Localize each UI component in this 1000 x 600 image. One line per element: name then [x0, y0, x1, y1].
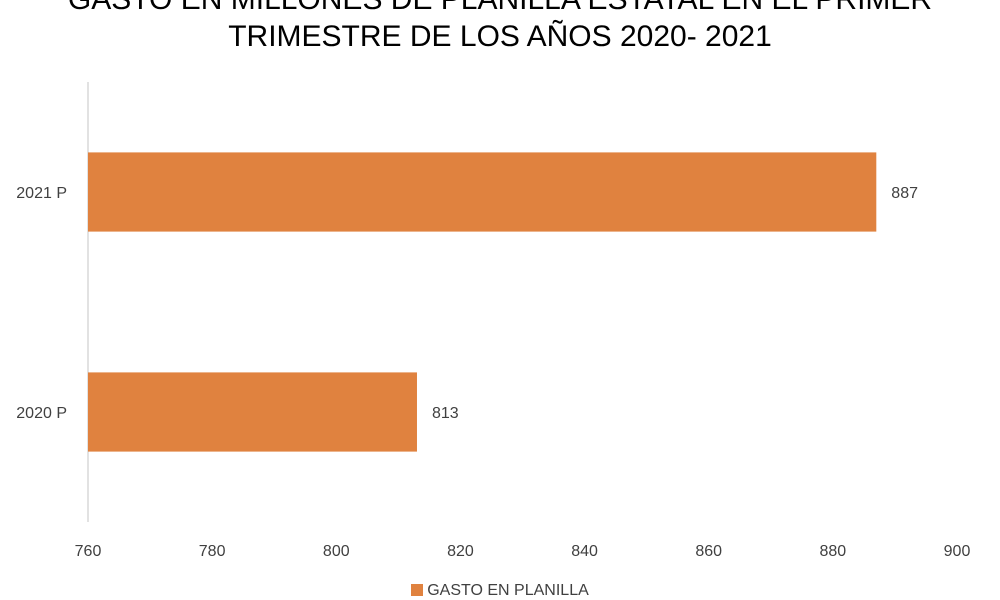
x-tick-label: 780 — [199, 543, 226, 560]
category-label: 2021 P — [16, 185, 67, 202]
x-tick-label: 800 — [323, 543, 350, 560]
x-tick-label: 840 — [571, 543, 598, 560]
bar-2021-p — [88, 152, 877, 232]
x-tick-label: 820 — [447, 543, 474, 560]
legend: GASTO EN PLANILLA — [0, 582, 1000, 600]
data-label: 887 — [891, 185, 918, 202]
bar-2020-p — [88, 372, 417, 452]
legend-label: GASTO EN PLANILLA — [427, 582, 589, 599]
data-label: 813 — [432, 405, 459, 422]
x-tick-label: 880 — [820, 543, 847, 560]
x-tick-label: 860 — [695, 543, 722, 560]
x-tick-label: 760 — [75, 543, 102, 560]
category-label: 2020 P — [16, 405, 67, 422]
chart-title-line-2: TRIMESTRE DE LOS AÑOS 2020- 2021 — [228, 20, 772, 53]
x-tick-label: 900 — [944, 543, 971, 560]
chart-title-line-1: GASTO EN MILLONES DE PLANILLA ESTATAL EN… — [0, 0, 1000, 17]
legend-swatch — [411, 584, 424, 596]
